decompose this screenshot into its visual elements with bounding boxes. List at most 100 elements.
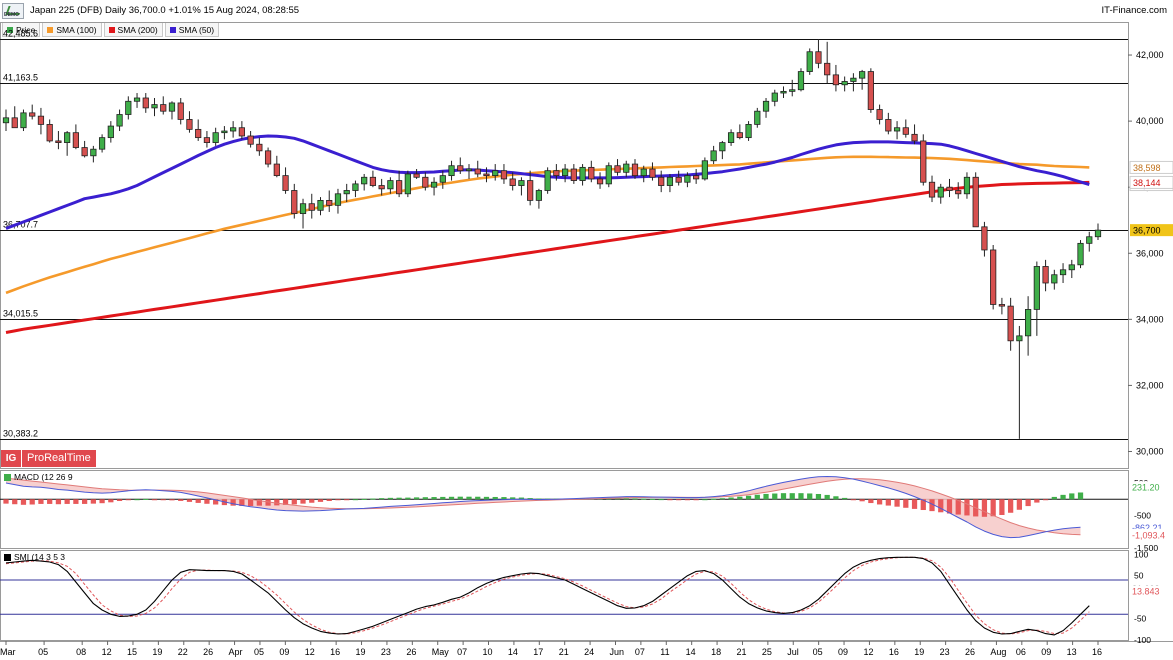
candle-body [151,104,158,109]
candle-body [422,176,429,188]
price-y-tick-label: 32,000 [1136,380,1164,390]
candle-body [832,74,840,86]
candle-body [911,133,918,142]
candle-body [186,119,193,130]
price-y-tick-label: 40,000 [1136,116,1164,126]
x-axis-label: 12 [102,647,112,657]
candle-body [867,71,874,110]
candle-body [841,81,848,86]
candle-body [509,178,516,186]
macd-hist-bar [527,498,533,500]
candle-body [797,71,805,91]
price-tag-label: 38,144 [1133,178,1161,188]
macd-hist-bar [833,496,839,500]
macd-hist-bar [405,497,411,500]
smi-pane-label[interactable]: SMI (14 3 5 3 [4,552,65,562]
candle-body [1033,266,1040,310]
sma200-line [5,180,1090,334]
candle-body [920,140,927,183]
legend-swatch-sma100 [47,26,54,33]
candle-body [133,97,141,102]
macd-hist-bar [938,499,944,513]
candle-body [273,163,280,177]
candle-body [212,132,219,143]
macd-hist-bar [169,499,175,501]
candle-body [605,165,612,185]
legend-label-price: Price [16,24,36,35]
macd-hist-bar [911,499,918,509]
candle-body [20,112,27,129]
x-axis-label: 21 [559,647,569,657]
macd-hist-bar [247,499,254,506]
price-level-label: 30,383.2 [3,429,38,439]
macd-hist-bar [745,495,752,500]
candle-body [719,142,726,152]
macd-hist-bar [606,498,612,500]
candle-body [81,147,88,157]
macd-hist-bar [981,499,988,517]
x-axis-label: Jul [787,647,799,657]
macd-y-tick-label: -500 [1134,511,1151,521]
x-axis-label: 09 [279,647,289,657]
x-axis-label: Apr [229,647,243,657]
candle-body [885,119,892,132]
candle-body [701,160,708,180]
macd-pane-label[interactable]: MACD (12 26 9 [4,472,73,482]
macd-hist-bar [204,499,210,504]
candle-body [893,127,901,132]
macd-hist-bar [501,497,507,500]
macd-hist-bar [64,499,70,504]
candle-body [317,199,324,211]
macd-hist-bar [1060,494,1066,500]
x-axis-label: 13 [1067,647,1077,657]
x-axis-label: 15 [127,647,137,657]
candle-body [780,90,787,94]
candle-body [465,168,473,172]
x-axis-label: 06 [1016,647,1026,657]
candle-body [736,132,743,139]
macd-hist-bar [335,499,341,501]
x-axis-label: 21 [736,647,746,657]
macd-hist-bar [134,499,140,501]
candle-body [850,77,857,82]
chart-header: DEMO Japan 225 (DFB) Daily 36,700.0 +1.0… [0,0,1173,22]
candle-body [238,127,245,137]
macd-hist-bar [772,493,778,500]
x-axis-label: 09 [838,647,848,657]
candle-body [1086,236,1093,244]
x-axis-label: 26 [203,647,213,657]
x-axis-label: 14 [686,647,696,657]
candle-body [11,117,18,129]
price-y-tick-label: 30,000 [1136,446,1164,456]
candle-body [1077,242,1084,266]
candle-body [413,173,420,178]
macd-hist-bar [29,499,35,505]
macd-hist-bar [387,497,394,500]
candle-body [247,135,254,145]
macd-hist-bar [859,499,865,502]
candle-body [710,150,717,162]
macd-hist-bar [422,497,428,500]
candle-body [90,148,97,157]
price-level-label: 42,485.6 [3,29,38,39]
macd-hist-bar [1077,492,1084,500]
legend-label-sma50: SMA (50) [178,24,215,35]
macd-tag-label: -862.21 [1132,523,1163,533]
macd-hist-bar [99,499,105,504]
candle-body [824,62,831,76]
macd-hist-bar [632,498,638,500]
macd-hist-bar [815,493,822,500]
macd-hist-bar [239,499,245,506]
x-axis-label: Jun [609,647,624,657]
candle-body [160,104,167,112]
smi-y-tick-label: 100 [1134,549,1148,559]
macd-hist-bar [789,493,795,500]
x-axis-label: 23 [381,647,391,657]
macd-hist-bar [213,499,219,505]
macd-hist-bar [291,499,297,505]
x-axis-label: 12 [305,647,315,657]
candle-body [483,173,490,177]
price-tag-label: 36,700 [1133,226,1161,236]
macd-tag-label: 231.20 [1132,483,1160,493]
candle-body [990,249,997,305]
